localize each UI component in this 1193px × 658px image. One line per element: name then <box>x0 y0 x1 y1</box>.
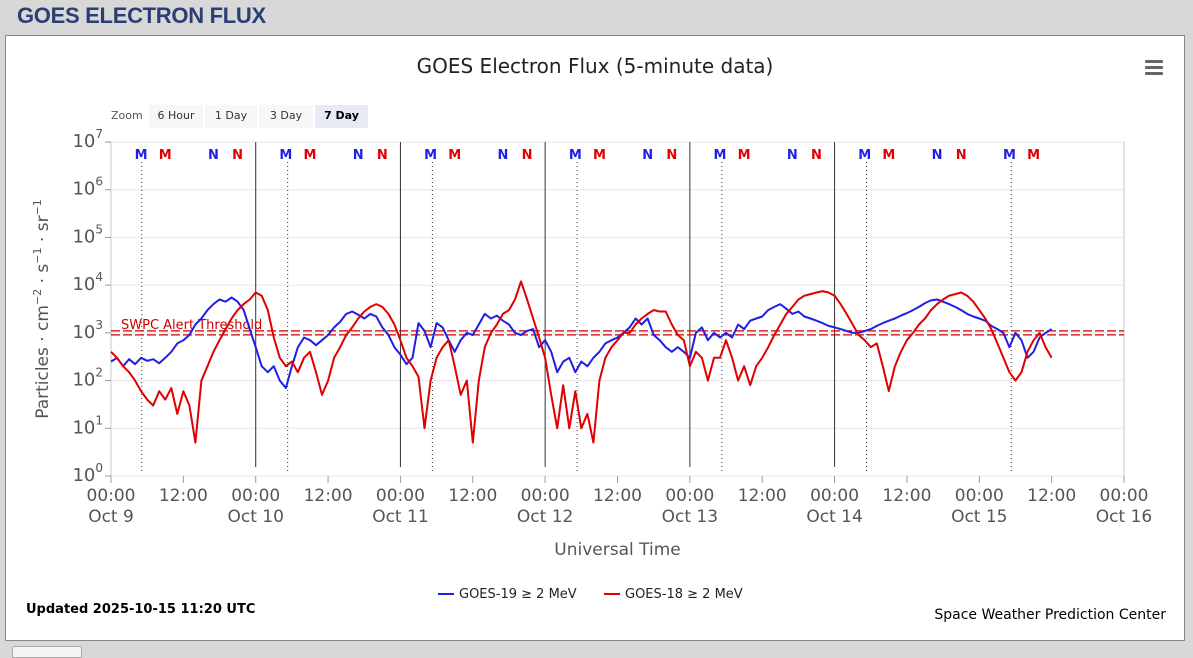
x-tick-label: 12:00 <box>1027 486 1076 506</box>
x-tick-label: 00:00 <box>955 486 1004 506</box>
x-tick-label: 12:00 <box>159 486 208 506</box>
legend-label: GOES-19 ≥ 2 MeV <box>459 587 577 602</box>
orbit-marker-n: N <box>642 148 653 163</box>
chart-title: GOES Electron Flux (5-minute data) <box>417 54 774 78</box>
orbit-marker-m: M <box>569 148 582 163</box>
y-tick-label: 107 <box>72 127 103 152</box>
x-tick-label: 00:00 <box>810 486 859 506</box>
page-title: GOES ELECTRON FLUX <box>17 3 266 28</box>
x-tick-date-label: Oct 16 <box>1096 507 1152 527</box>
series-line-goes18 <box>110 280 1053 444</box>
chart-svg: GOES Electron Flux (5-minute data) 100 10… <box>31 54 1152 602</box>
x-tick-label: 00:00 <box>231 486 280 506</box>
legend-item-goes19[interactable]: GOES-19 ≥ 2 MeV <box>438 587 577 602</box>
x-tick-label: 00:00 <box>521 486 570 506</box>
credit-text: Space Weather Prediction Center <box>934 607 1166 623</box>
orbit-marker-m: M <box>738 148 751 163</box>
orbit-marker-m: M <box>858 148 871 163</box>
orbit-marker-n: N <box>956 148 967 163</box>
x-tick-label: 12:00 <box>593 486 642 506</box>
orbit-marker-m: M <box>135 148 148 163</box>
page-header: GOES ELECTRON FLUX <box>0 0 1193 34</box>
orbit-marker-n: N <box>497 148 508 163</box>
x-tick-date-label: Oct 13 <box>662 507 718 527</box>
series-line-goes19 <box>110 296 1053 389</box>
y-tick-label: 103 <box>72 318 103 343</box>
legend-item-goes18[interactable]: GOES-18 ≥ 2 MeV <box>604 587 743 602</box>
zoom-6-hour-button[interactable]: 6 Hour <box>149 105 203 128</box>
threshold-label: SWPC Alert Threshold <box>121 318 262 333</box>
y-tick-label: 104 <box>72 270 103 295</box>
orbit-marker-m: M <box>593 148 606 163</box>
y-tick-label: 100 <box>72 461 103 486</box>
orbit-marker-m: M <box>1003 148 1016 163</box>
bottom-tab[interactable] <box>12 646 82 658</box>
zoom-7-day-button[interactable]: 7 Day <box>315 105 368 128</box>
orbit-marker-n: N <box>232 148 243 163</box>
zoom-3-day-button[interactable]: 3 Day <box>259 105 313 128</box>
orbit-marker-m: M <box>279 148 292 163</box>
orbit-marker-n: N <box>787 148 798 163</box>
orbit-marker-m: M <box>448 148 461 163</box>
y-axis-title: Particles · cm−2 · s−1 · sr−1 <box>31 199 53 419</box>
x-tick-label: 12:00 <box>304 486 353 506</box>
orbit-marker-m: M <box>424 148 437 163</box>
x-tick-date-label: Oct 15 <box>951 507 1007 527</box>
x-tick-date-label: Oct 11 <box>372 507 428 527</box>
x-tick-label: 12:00 <box>448 486 497 506</box>
x-tick-date-label: Oct 14 <box>806 507 862 527</box>
y-tick-label: 106 <box>72 175 103 200</box>
bottom-strip <box>0 641 1193 650</box>
orbit-marker-n: N <box>811 148 822 163</box>
y-tick-label: 102 <box>72 366 103 391</box>
updated-timestamp: Updated 2025-10-15 11:20 UTC <box>26 602 256 617</box>
orbit-marker-n: N <box>208 148 219 163</box>
x-axis-title: Universal Time <box>554 540 680 560</box>
x-tick-label: 12:00 <box>882 486 931 506</box>
x-tick-label: 00:00 <box>1100 486 1149 506</box>
orbit-marker-n: N <box>666 148 677 163</box>
y-tick-label: 105 <box>72 222 103 247</box>
orbit-marker-m: M <box>304 148 317 163</box>
x-tick-label: 00:00 <box>376 486 425 506</box>
orbit-marker-n: N <box>522 148 533 163</box>
orbit-marker-m: M <box>714 148 727 163</box>
plot-frame <box>110 141 1125 477</box>
zoom-1-day-button[interactable]: 1 Day <box>205 105 257 128</box>
orbit-marker-m: M <box>882 148 895 163</box>
orbit-marker-n: N <box>932 148 943 163</box>
menu-hamburger-icon[interactable] <box>1145 60 1163 76</box>
x-tick-date-label: Oct 12 <box>517 507 573 527</box>
zoom-label: Zoom <box>111 109 143 122</box>
orbit-marker-n: N <box>377 148 388 163</box>
legend-label: GOES-18 ≥ 2 MeV <box>625 587 743 602</box>
x-tick-date-label: Oct 9 <box>88 507 134 527</box>
x-tick-label: 00:00 <box>87 486 136 506</box>
orbit-marker-m: M <box>1027 148 1040 163</box>
chart-legend[interactable]: GOES-19 ≥ 2 MeV GOES-18 ≥ 2 MeV <box>438 587 743 602</box>
chart-panel: GOES Electron Flux (5-minute data) 100 10… <box>5 35 1185 641</box>
x-tick-label: 12:00 <box>738 486 787 506</box>
orbit-marker-m: M <box>159 148 172 163</box>
y-tick-label: 101 <box>72 413 103 438</box>
orbit-marker-n: N <box>353 148 364 163</box>
x-tick-date-label: Oct 10 <box>227 507 283 527</box>
x-tick-label: 00:00 <box>665 486 714 506</box>
